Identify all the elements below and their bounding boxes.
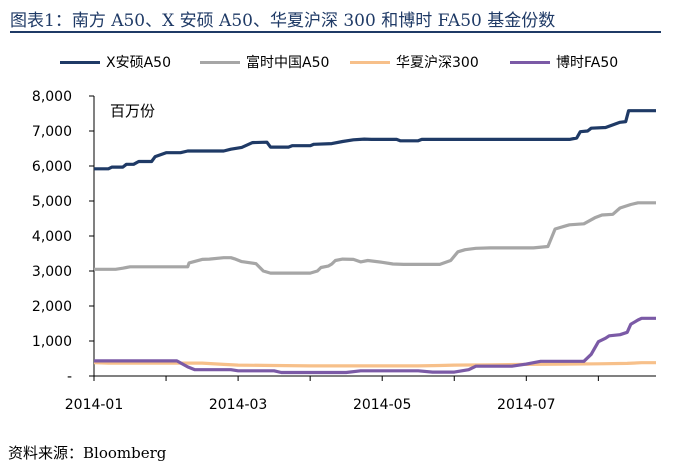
legend-label: 博时FA50 — [556, 55, 619, 71]
legend-item-ftse-china-a50: 富时中国A50 — [200, 52, 329, 72]
legend-item-bosera-fa50: 博时FA50 — [510, 52, 618, 72]
legend-swatch — [60, 60, 100, 64]
y-tick-label: 8,000 — [32, 89, 72, 105]
chart-title: 图表1：南方 A50、X 安硕 A50、华夏沪深 300 和博时 FA50 基金… — [10, 11, 556, 31]
legend-swatch — [200, 60, 240, 64]
x-tick-label: 2014-01 — [65, 397, 124, 413]
legend-item-x-ishares-a50: X安硕A50 — [60, 52, 171, 72]
legend-label: 富时中国A50 — [246, 55, 330, 71]
y-tick-label: 2,000 — [32, 299, 72, 315]
legend-item-huaxia-csi300: 华夏沪深300 — [350, 52, 479, 72]
series-line-0 — [94, 109, 656, 171]
series-line-1 — [94, 201, 656, 275]
y-tick-label: 3,000 — [32, 264, 72, 280]
legend-swatch — [510, 60, 550, 64]
x-tick-label: 2014-05 — [353, 397, 412, 413]
line-chart: - 1,000 2,000 3,000 4,000 5,000 6,000 7,000 8,00… — [32, 89, 656, 413]
x-tick-label: 2014-07 — [497, 397, 556, 413]
unit-label: 百万份 — [110, 102, 156, 120]
y-tick-label: 5,000 — [32, 194, 72, 210]
legend-swatch — [350, 60, 390, 64]
legend-label: 华夏沪深300 — [396, 55, 479, 71]
y-tick-label: 4,000 — [32, 229, 72, 245]
y-tick-label: 6,000 — [32, 159, 72, 175]
source-note: 资料来源：Bloomberg — [8, 444, 167, 462]
y-tick-label: 1,000 — [32, 334, 72, 350]
legend: X安硕A50 富时中国A50 华夏沪深300 博时FA50 — [60, 52, 663, 76]
y-tick-label: 7,000 — [32, 124, 72, 140]
legend-label: X安硕A50 — [106, 55, 171, 71]
series-line-3 — [94, 316, 656, 375]
title-rule — [10, 31, 661, 33]
y-tick-label: - — [67, 369, 72, 385]
x-tick-label: 2014-03 — [209, 397, 268, 413]
